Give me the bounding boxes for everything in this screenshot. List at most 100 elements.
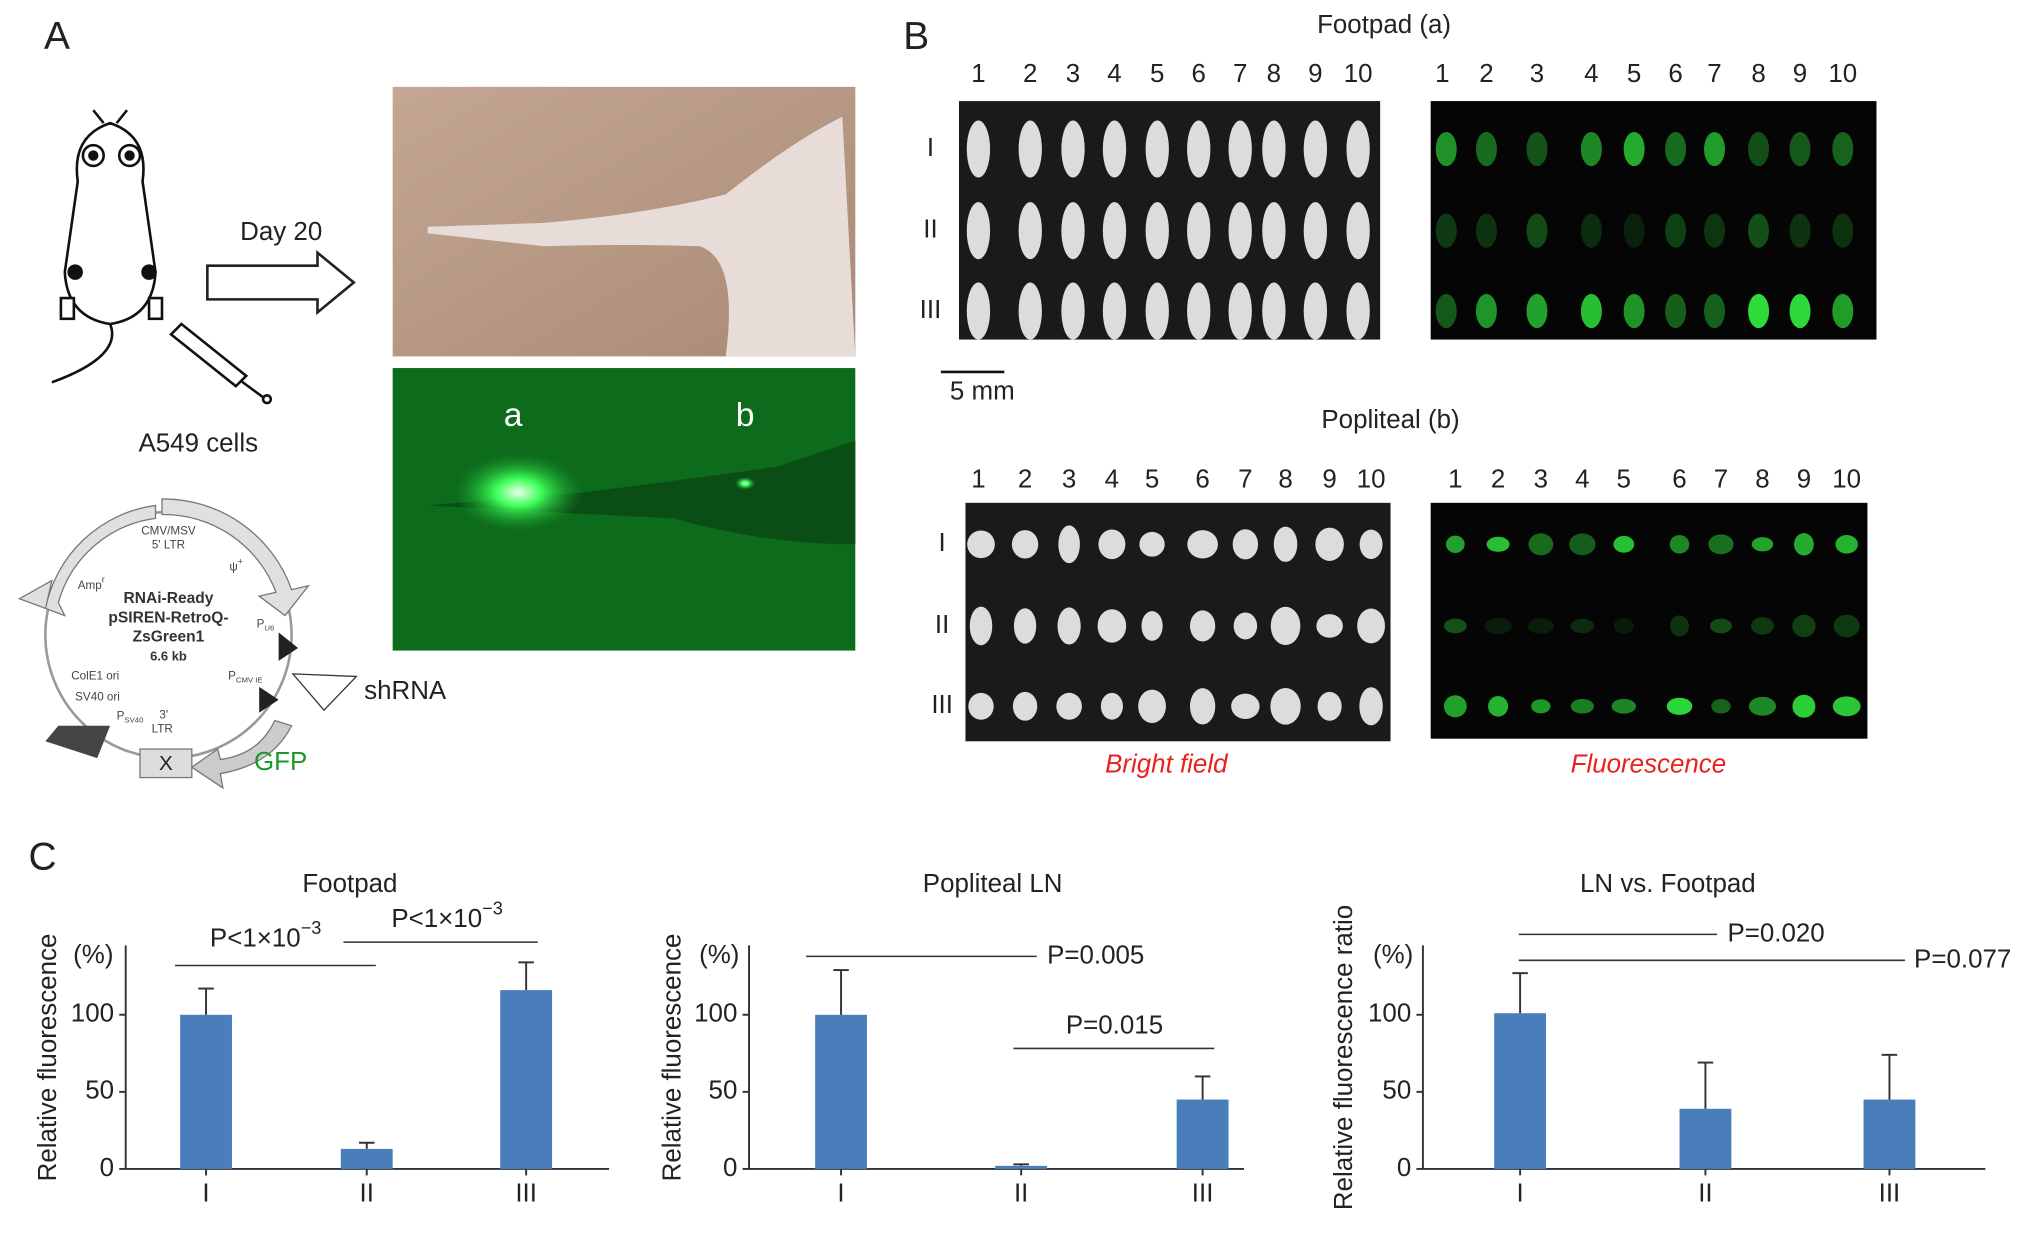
tissue bbox=[966, 282, 991, 340]
column-label: 6 bbox=[1195, 466, 1209, 494]
plasmid-name: RNAi-Ready bbox=[124, 590, 214, 607]
fluorescence bbox=[1623, 293, 1645, 329]
fluorescence bbox=[1445, 535, 1465, 553]
tissue bbox=[1270, 606, 1301, 646]
column-label: 4 bbox=[1107, 60, 1121, 88]
fluorescence bbox=[1711, 698, 1731, 714]
tissue bbox=[1262, 282, 1286, 340]
fluorescence bbox=[1623, 213, 1645, 248]
column-label: 8 bbox=[1267, 60, 1281, 88]
column-label: 3 bbox=[1062, 466, 1076, 494]
tissue bbox=[1233, 612, 1258, 640]
tissue bbox=[1018, 120, 1042, 178]
fluorescence bbox=[1580, 131, 1602, 167]
tissue bbox=[1359, 529, 1383, 560]
tissue bbox=[1139, 531, 1165, 557]
column-label: 9 bbox=[1797, 466, 1811, 494]
fluorescence bbox=[1833, 614, 1860, 638]
column-label: 4 bbox=[1575, 466, 1589, 494]
photo-label: b bbox=[736, 397, 755, 434]
y-axis-label: Relative fluorescence bbox=[659, 934, 687, 1182]
p-value: P=0.077 bbox=[1914, 945, 2011, 973]
tissue bbox=[1228, 202, 1252, 260]
fluorescence bbox=[1665, 131, 1687, 167]
plasmid-feature: ColE1 ori bbox=[71, 670, 119, 683]
plasmid-feature: r bbox=[102, 575, 105, 585]
fluorescence bbox=[1704, 131, 1725, 167]
tissue bbox=[1056, 692, 1082, 720]
x-tick-label: II bbox=[1698, 1180, 1712, 1208]
plasmid-feature: + bbox=[238, 557, 243, 567]
plasmid-feature: 3' bbox=[159, 708, 168, 721]
column-label: 1 bbox=[971, 60, 985, 88]
p-value: P=0.015 bbox=[1066, 1011, 1163, 1039]
tissue bbox=[966, 202, 991, 260]
column-label: 5 bbox=[1145, 466, 1159, 494]
chart-title: Footpad bbox=[302, 870, 397, 898]
fluorescence bbox=[1611, 698, 1637, 714]
plasmid-feature: LTR bbox=[152, 723, 173, 736]
fluorescence bbox=[1570, 698, 1594, 714]
p-value: P=0.020 bbox=[1727, 919, 1824, 947]
tissue bbox=[1262, 202, 1286, 260]
fluorescence bbox=[1709, 618, 1732, 634]
x-tick-label: II bbox=[360, 1180, 374, 1208]
plasmid-feature: SV40 bbox=[124, 716, 144, 725]
y-axis-label: Relative fluorescence bbox=[34, 934, 62, 1182]
tissue bbox=[1057, 607, 1081, 645]
column-label: 8 bbox=[1755, 466, 1769, 494]
glow bbox=[734, 476, 756, 490]
column-label: 2 bbox=[1491, 466, 1505, 494]
tissue bbox=[1357, 608, 1386, 644]
column-label: 1 bbox=[1435, 60, 1449, 88]
y-tick-label: 100 bbox=[694, 1000, 737, 1028]
fluorescence bbox=[1792, 694, 1816, 718]
column-label: 5 bbox=[1617, 466, 1631, 494]
fluorescence bbox=[1832, 293, 1854, 329]
column-label: 3 bbox=[1534, 466, 1548, 494]
column-label: 8 bbox=[1278, 466, 1292, 494]
fluorescence bbox=[1569, 533, 1596, 556]
plasmid-feature: X bbox=[159, 752, 173, 775]
mode-label: Bright field bbox=[1105, 751, 1229, 779]
fluorescence bbox=[1580, 213, 1602, 248]
bar bbox=[815, 1014, 867, 1169]
y-unit: (%) bbox=[73, 941, 113, 969]
plasmid-feature: PCMV IE bbox=[228, 670, 263, 685]
fluorescence bbox=[1526, 131, 1548, 167]
tissue bbox=[1232, 529, 1259, 560]
p-value: P<1×10 bbox=[391, 905, 482, 933]
plasmid-feature: P bbox=[117, 710, 125, 723]
p-value: P=0.015 bbox=[1066, 1011, 1163, 1039]
mouse-photo bbox=[427, 440, 856, 545]
y-tick-label: 100 bbox=[71, 1000, 114, 1028]
column-label: 2 bbox=[1018, 466, 1032, 494]
p-value-exponent: −3 bbox=[482, 899, 503, 919]
x-tick-label: III bbox=[1192, 1180, 1214, 1208]
glow bbox=[453, 453, 584, 532]
tissue bbox=[1145, 202, 1169, 260]
tissue bbox=[966, 120, 991, 178]
fluorescence bbox=[1528, 533, 1554, 556]
fluorescence bbox=[1748, 213, 1770, 248]
y-tick-label: 0 bbox=[1397, 1154, 1411, 1182]
fluorescence bbox=[1666, 697, 1693, 715]
fluorescence bbox=[1435, 213, 1457, 248]
tissue bbox=[1102, 282, 1127, 340]
fluorescence bbox=[1531, 699, 1551, 714]
tissue bbox=[1058, 525, 1080, 564]
fluorescence bbox=[1670, 615, 1689, 637]
fluorescence bbox=[1580, 293, 1602, 329]
tissue bbox=[1097, 609, 1127, 643]
tissue bbox=[1315, 527, 1344, 561]
y-axis-label: Relative fluorescence ratio bbox=[1330, 905, 1358, 1210]
fluorescence bbox=[1665, 293, 1687, 329]
panel-label: A bbox=[44, 15, 70, 58]
chart-title: Popliteal LN bbox=[923, 870, 1063, 898]
fluorescence bbox=[1832, 213, 1854, 248]
image-title: Footpad (a) bbox=[1317, 11, 1451, 39]
fluorescence bbox=[1832, 696, 1861, 717]
mode-label: Fluorescence bbox=[1571, 751, 1727, 779]
